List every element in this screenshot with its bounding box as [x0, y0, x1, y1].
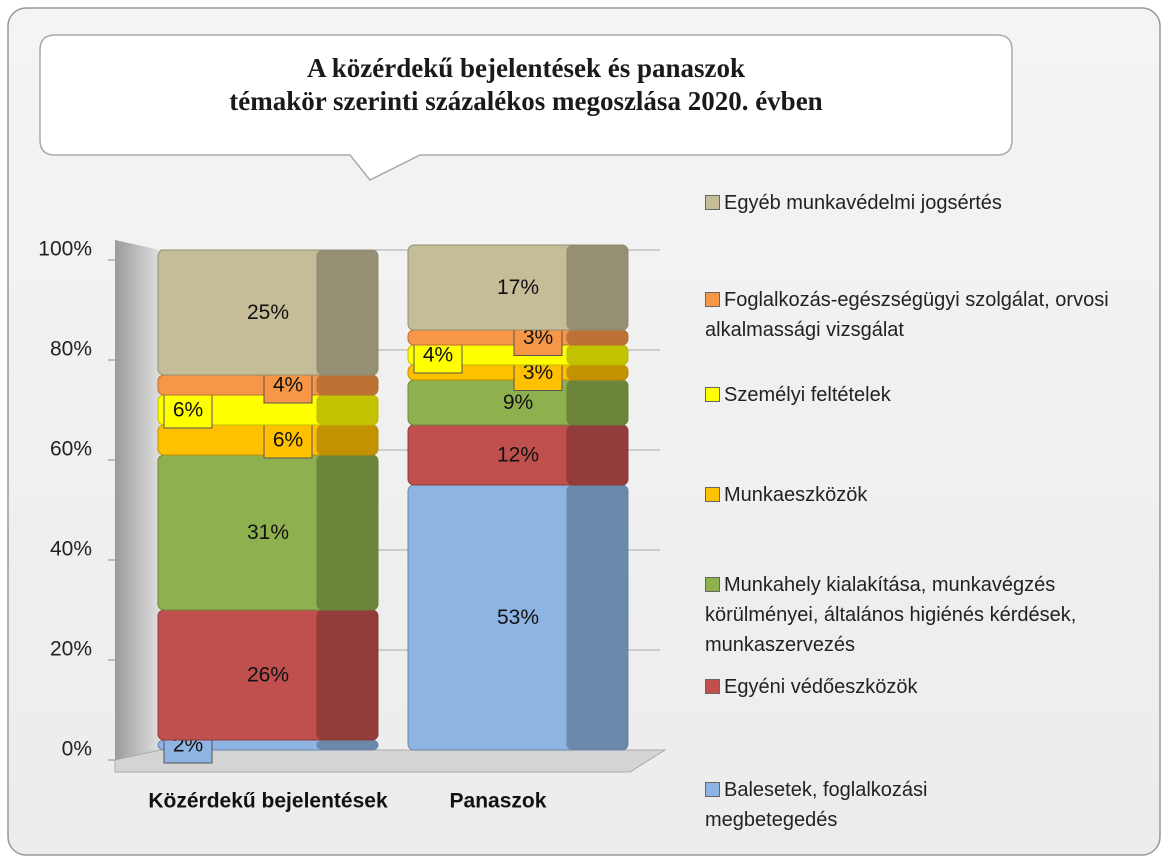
- legend-item: Foglalkozás-egészségügyi szolgálat, orvo…: [705, 285, 1145, 345]
- bar-side: [566, 380, 628, 425]
- value-label: 25%: [247, 301, 289, 324]
- legend-label: Egyéb munkavédelmi jogsértés: [724, 192, 1002, 214]
- x-tick-label: Panaszok: [450, 790, 547, 813]
- legend-item: Munkaeszközök: [705, 480, 1145, 510]
- legend-label: Személyi feltételek: [724, 384, 891, 406]
- legend-label: Balesetek, foglalkozási megbetegedés: [705, 779, 928, 831]
- legend-swatch: [705, 782, 720, 797]
- bar-side: [566, 330, 628, 345]
- y-tick-label: 60%: [50, 438, 92, 461]
- bar-side: [566, 345, 628, 365]
- value-label: 6%: [173, 399, 203, 422]
- legend-label: Munkaeszközök: [724, 484, 868, 506]
- bar-side: [316, 375, 378, 395]
- legend-label: Egyéni védőeszközök: [724, 676, 918, 698]
- value-label: 4%: [423, 344, 453, 367]
- side-wall: [115, 240, 160, 760]
- bar-side: [316, 455, 378, 610]
- value-label: 6%: [273, 429, 303, 452]
- bar-side: [316, 740, 378, 750]
- x-tick-label: Közérdekű bejelentések: [148, 790, 388, 813]
- value-label: 26%: [247, 664, 289, 687]
- value-label: 12%: [497, 444, 539, 467]
- value-label: 9%: [503, 391, 533, 414]
- value-label: 4%: [273, 374, 303, 397]
- floor: [114, 749, 667, 773]
- legend-swatch: [705, 292, 720, 307]
- legend-item: Balesetek, foglalkozási megbetegedés: [705, 775, 1005, 835]
- legend-swatch: [705, 487, 720, 502]
- legend-item: Egyéni védőeszközök: [705, 672, 1145, 702]
- value-label: 31%: [247, 521, 289, 544]
- legend-swatch: [705, 387, 720, 402]
- bar-side: [316, 425, 378, 455]
- legend-swatch: [705, 195, 720, 210]
- bar-side: [316, 250, 378, 375]
- chart-title: A közérdekű bejelentések és panaszok tém…: [229, 53, 823, 116]
- y-tick-label: 20%: [50, 638, 92, 661]
- bar-side: [316, 610, 378, 740]
- bar-side: [566, 365, 628, 380]
- value-label: 3%: [523, 326, 553, 349]
- y-tick-label: 40%: [50, 538, 92, 561]
- y-tick-label: 0%: [62, 738, 92, 761]
- bar-side: [316, 395, 378, 425]
- y-tick-label: 80%: [50, 338, 92, 361]
- legend-swatch: [705, 577, 720, 592]
- legend-swatch: [705, 679, 720, 694]
- value-label: 53%: [497, 606, 539, 629]
- bar-side: [566, 425, 628, 485]
- legend-item: Munkahely kialakítása, munkavégzés körül…: [705, 570, 1145, 660]
- value-label: 3%: [523, 361, 553, 384]
- y-tick-label: 100%: [38, 238, 92, 261]
- bar-side: [566, 245, 628, 330]
- legend-item: Egyéb munkavédelmi jogsértés: [705, 188, 1145, 218]
- value-label: 17%: [497, 276, 539, 299]
- legend-item: Személyi feltételek: [705, 380, 1145, 410]
- bar-side: [566, 485, 628, 750]
- value-label-box: [263, 421, 313, 459]
- legend-label: Munkahely kialakítása, munkavégzés körül…: [705, 574, 1077, 656]
- legend-label: Foglalkozás-egészségügyi szolgálat, orvo…: [705, 289, 1109, 341]
- title-bubble: [39, 34, 1013, 181]
